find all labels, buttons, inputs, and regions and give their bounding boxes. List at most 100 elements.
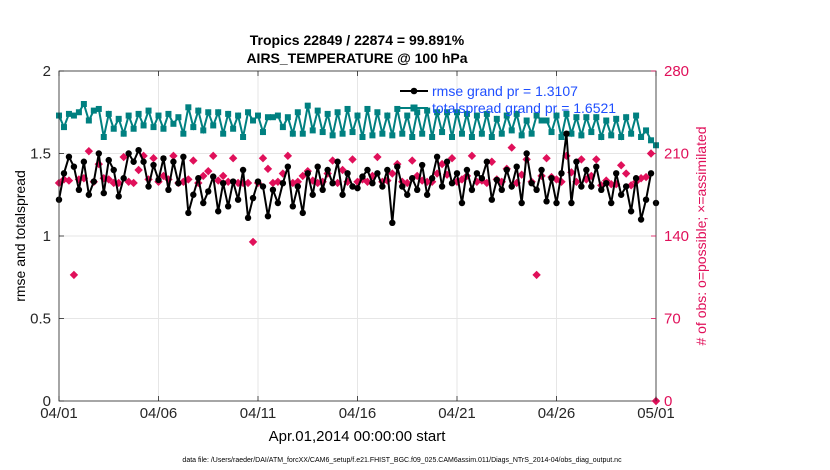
obs-count-marker	[592, 155, 601, 164]
totalspread-point	[394, 105, 401, 112]
totalspread-point	[210, 122, 217, 129]
obs-count-marker	[94, 159, 103, 169]
totalspread-point	[65, 110, 72, 117]
rmse-point	[617, 191, 625, 198]
rmse-point	[538, 166, 545, 174]
data-file-footer: data file: /Users/raeder/DAI/ATM_forcXX/…	[182, 457, 622, 464]
obs-count-marker	[64, 176, 74, 185]
y-tick-label-right: 210	[664, 146, 689, 163]
rmse-point	[622, 183, 630, 190]
x-tick-label: 05/01	[637, 405, 675, 422]
totalspread-point	[613, 115, 620, 122]
totalspread-point	[608, 132, 615, 139]
totalspread-point	[359, 134, 366, 140]
rmse-point	[583, 166, 590, 174]
rmse-point	[349, 183, 356, 190]
rmse-point	[379, 183, 386, 190]
rmse-point	[150, 161, 157, 169]
rmse-point	[190, 191, 197, 198]
totalspread-point	[628, 130, 635, 137]
obs-count-marker	[258, 154, 268, 163]
y-tick-label-left: 0	[43, 393, 51, 410]
totalspread-point	[329, 132, 336, 139]
rmse-point	[175, 180, 182, 187]
rmse-point	[160, 155, 167, 162]
totalspread-point	[468, 134, 475, 140]
rmse-point	[568, 199, 575, 207]
rmse-point	[647, 170, 655, 177]
rmse-point	[140, 158, 147, 165]
totalspread-point	[324, 110, 331, 117]
rmse-point	[543, 198, 550, 205]
rmse-point	[339, 191, 346, 198]
rmse-point	[518, 199, 525, 207]
rmse-point	[294, 183, 301, 190]
totalspread-point	[140, 122, 147, 129]
totalspread-point	[389, 132, 396, 139]
rmse-point	[627, 208, 635, 215]
rmse-point	[498, 186, 505, 193]
rmse-point	[165, 186, 172, 193]
rmse-point	[200, 199, 207, 207]
obs-count-marker	[467, 151, 477, 161]
rmse-point	[364, 166, 371, 174]
rmse-point	[359, 173, 366, 180]
obs-count-marker	[512, 178, 521, 188]
rmse-point	[553, 199, 560, 207]
obs-count-marker	[134, 165, 143, 175]
rmse-point	[314, 163, 321, 170]
rmse-point	[70, 163, 78, 170]
rmse-point	[100, 189, 107, 197]
obs-count-marker	[69, 270, 79, 280]
rmse-point	[75, 186, 83, 193]
x-tick-label: 04/11	[240, 405, 276, 422]
totalspread-point	[478, 130, 485, 137]
rmse-point	[608, 199, 615, 207]
obs-count-marker	[243, 178, 253, 188]
y-tick-label-right: 140	[664, 228, 689, 245]
totalspread-point	[493, 115, 500, 122]
totalspread-point	[190, 124, 197, 131]
totalspread-point	[165, 110, 172, 117]
obs-count-marker	[189, 156, 198, 165]
legend-rmse-label: rmse grand pr = 1.3107	[432, 83, 578, 99]
rmse-point	[110, 166, 117, 174]
rmse-point	[219, 180, 227, 187]
obs-count-marker	[532, 270, 541, 280]
y-tick-label-right: 0	[664, 393, 672, 410]
totalspread-point	[543, 117, 550, 124]
totalspread-point	[284, 114, 291, 121]
rmse-point	[483, 158, 491, 165]
totalspread-point	[110, 125, 117, 132]
totalspread-point	[264, 114, 271, 121]
totalspread-point	[518, 132, 525, 139]
rmse-point	[463, 166, 471, 174]
rmse-point	[588, 183, 595, 190]
obs-count-marker	[84, 146, 94, 156]
totalspread-point	[523, 117, 530, 124]
totalspread-point	[454, 109, 460, 116]
totalspread-point	[135, 110, 142, 117]
totalspread-point	[319, 129, 326, 136]
rmse-point	[603, 180, 610, 187]
totalspread-point	[220, 130, 227, 137]
rmse-point	[523, 150, 530, 157]
y-axis-label-right: # of obs: o=possible; ×=assimilated	[693, 126, 709, 345]
rmse-point	[548, 175, 555, 182]
totalspread-point	[200, 127, 207, 134]
rmse-point	[329, 180, 336, 187]
rmse-point	[125, 150, 132, 157]
obs-count-marker	[79, 174, 89, 183]
x-tick-label: 04/26	[538, 405, 576, 422]
rmse-point	[468, 186, 476, 193]
totalspread-point	[558, 134, 565, 140]
x-tick-label: 04/06	[140, 405, 178, 422]
obs-count-marker	[567, 168, 576, 177]
totalspread-point	[339, 130, 346, 137]
rmse-point	[369, 180, 376, 187]
totalspread-point	[255, 112, 261, 119]
rmse-point	[185, 209, 192, 217]
obs-count-marker	[298, 171, 307, 181]
totalspread-point	[185, 104, 192, 111]
